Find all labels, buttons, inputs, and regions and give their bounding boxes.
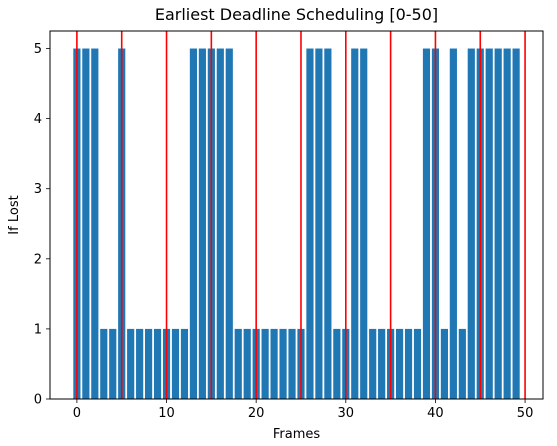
x-axis-label: Frames [273,427,321,442]
bar-frame-43 [458,328,466,399]
bar-frame-1 [82,48,90,400]
x-tick-label-0: 0 [73,406,81,421]
bar-frame-31 [351,48,359,400]
bar-frame-38 [413,328,422,399]
bar-frame-33 [369,328,377,399]
y-tick-label-4: 4 [34,112,42,127]
bar-frame-36 [395,328,404,399]
bar-frame-13 [189,48,198,400]
chart-title: Earliest Deadline Scheduling [0-50] [155,5,438,24]
bar-frame-21 [261,328,269,399]
bar-frame-23 [279,328,287,399]
bar-frame-11 [171,328,180,399]
bar-frame-49 [512,48,520,400]
bar-frame-4 [109,328,117,399]
bar-frame-22 [270,328,278,399]
y-axis-label: If Lost [7,195,22,234]
bar-frame-48 [503,48,511,400]
y-tick-label-3: 3 [34,182,42,197]
y-tick-label-2: 2 [34,252,42,267]
bar-frame-24 [288,328,296,399]
y-axis: 0 1 2 3 4 5 [34,42,50,408]
bar-frame-2 [91,48,99,400]
y-tick-label-0: 0 [34,393,42,408]
bar-frame-7 [136,328,144,399]
bar-frame-29 [333,328,341,399]
bar-frame-44 [467,48,475,400]
y-tick-label-5: 5 [34,42,42,57]
x-tick-label-10: 10 [158,406,175,421]
bar-frame-6 [127,328,135,399]
bar-frame-9 [153,328,162,399]
bar-frame-34 [378,328,386,399]
bar-frame-27 [315,48,323,400]
bar-frame-19 [243,328,251,399]
bar-frame-39 [422,48,431,400]
bar-frame-3 [100,328,108,399]
bar-frame-8 [145,328,153,399]
x-tick-label-50: 50 [517,406,534,421]
bar-frame-47 [494,48,502,400]
bar-frame-17 [225,48,233,400]
bar-frame-46 [485,48,493,400]
x-axis: 0 10 20 30 40 50 [73,399,534,421]
bar-frame-26 [306,48,314,400]
bar-frame-28 [324,48,332,400]
bar-frame-41 [440,328,448,399]
x-tick-label-40: 40 [427,406,444,421]
bar-frame-32 [360,48,368,400]
deadline-lines-group [76,31,526,399]
x-tick-label-20: 20 [248,406,265,421]
bar-frame-14 [198,48,206,400]
x-tick-label-30: 30 [338,406,355,421]
bar-frame-18 [234,328,242,399]
bar-frame-42 [449,48,457,400]
bar-frame-16 [216,48,224,400]
plot-frame [49,30,544,400]
y-tick-label-1: 1 [34,322,42,337]
bar-frame-12 [180,328,189,399]
bar-frame-37 [404,328,413,399]
